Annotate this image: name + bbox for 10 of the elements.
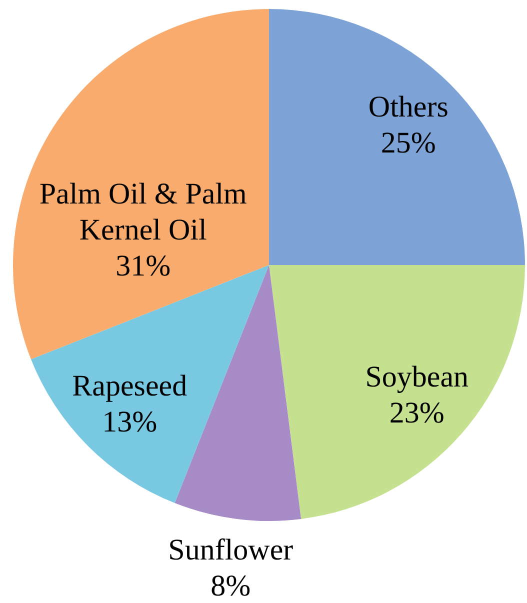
data-label: 23%	[389, 396, 444, 430]
slice-label: Others	[368, 90, 448, 124]
data-label: 25%	[380, 126, 436, 160]
slice-label: Rapeseed	[72, 369, 188, 402]
data-label: 8%	[210, 570, 251, 603]
data-label: 31%	[116, 249, 171, 282]
slice-label: Soybean	[365, 360, 469, 394]
slice-label: Palm Oil & Palm Kernel Oil	[39, 177, 247, 246]
slice-label: Sunflower	[168, 534, 294, 567]
data-label: 13%	[102, 405, 158, 438]
